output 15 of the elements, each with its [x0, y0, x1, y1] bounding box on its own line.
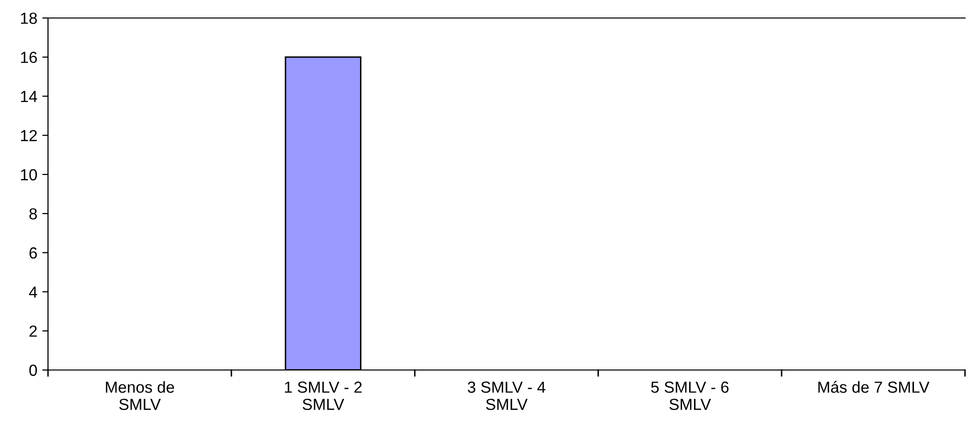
y-tick-label: 12 [21, 130, 37, 142]
x-tick-label: Más de 7 SMLV [818, 380, 930, 393]
x-tick-label: Menos de SMLV [106, 381, 174, 410]
y-tick-label: 4 [29, 286, 38, 298]
y-tick-label: 16 [21, 52, 37, 64]
y-tick-label: 2 [30, 326, 37, 337]
y-tick-label: 6 [30, 247, 37, 259]
x-tick-label: 1 SMLV - 2 SMLV [284, 382, 362, 410]
y-tick-label: 8 [29, 208, 37, 220]
y-tick-label: 10 [21, 169, 37, 180]
y-tick-label: 0 [29, 364, 37, 376]
x-tick-label: 3 SMLV - 4 SMLV [468, 382, 546, 410]
y-tick-label: 18 [21, 12, 37, 24]
y-tick-label: 14 [21, 91, 38, 102]
x-tick-label: 5 SMLV - 6 SMLV [651, 382, 729, 410]
